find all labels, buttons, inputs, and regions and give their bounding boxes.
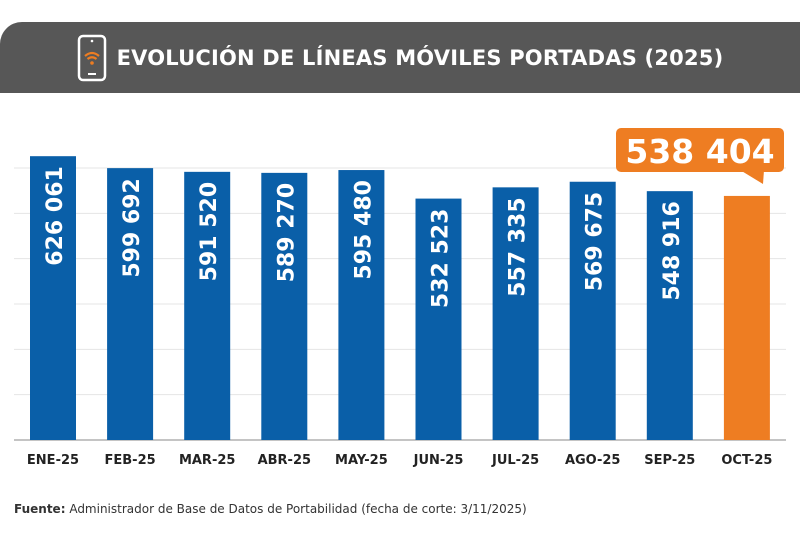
x-tick-label: ENE-25 xyxy=(27,453,79,468)
data-label: 599 692 xyxy=(120,178,145,278)
bar-ene-25 xyxy=(30,156,76,441)
x-tick-label: JUN-25 xyxy=(413,453,464,468)
data-label: 589 270 xyxy=(274,183,299,283)
bar-jul-25 xyxy=(492,187,539,440)
bar-abr-25 xyxy=(261,172,308,440)
x-tick-label: MAY-25 xyxy=(335,453,388,468)
x-tick-label: FEB-25 xyxy=(105,453,156,468)
data-label: 595 480 xyxy=(351,180,376,280)
source-note: Fuente: Administrador de Base de Datos d… xyxy=(14,502,527,516)
data-label: 538 404 xyxy=(625,132,774,171)
bar-ago-25 xyxy=(569,181,616,441)
bar-jun-25 xyxy=(415,198,462,440)
data-label: 626 061 xyxy=(43,166,68,266)
source-label: Fuente: xyxy=(14,502,66,516)
callout-box xyxy=(616,128,784,172)
bar-mar-25 xyxy=(184,171,231,440)
x-tick-label: ABR-25 xyxy=(258,453,311,468)
x-tick-label: MAR-25 xyxy=(179,453,236,468)
chart-title: EVOLUCIÓN DE LÍNEAS MÓVILES PORTADAS (20… xyxy=(116,45,724,70)
callout-pointer xyxy=(740,170,764,184)
data-label: 548 916 xyxy=(660,201,685,301)
smartphone-wifi-icon xyxy=(77,34,106,81)
data-label: 532 523 xyxy=(429,209,454,309)
x-tick-label: OCT-25 xyxy=(721,453,772,468)
x-tick-label: JUL-25 xyxy=(491,453,539,468)
data-label: 569 675 xyxy=(583,192,608,292)
source-text: Administrador de Base de Datos de Portab… xyxy=(65,502,527,516)
bar-feb-25 xyxy=(107,168,154,440)
x-tick-label: SEP-25 xyxy=(644,453,695,468)
bar-chart: ENE-25 626 061 FEB-25 599 692 MAR-25 591 520 A… xyxy=(14,128,786,468)
data-label: 591 520 xyxy=(197,182,222,282)
bar-may-25 xyxy=(338,170,385,440)
chart-header: EVOLUCIÓN DE LÍNEAS MÓVILES PORTADAS (20… xyxy=(0,22,800,93)
bar-sep-25 xyxy=(646,191,693,440)
data-label: 557 335 xyxy=(506,197,531,297)
highlight-callout: 538 404 xyxy=(616,128,784,184)
bar-oct-25 xyxy=(723,195,770,440)
x-tick-label: AGO-25 xyxy=(565,453,621,468)
